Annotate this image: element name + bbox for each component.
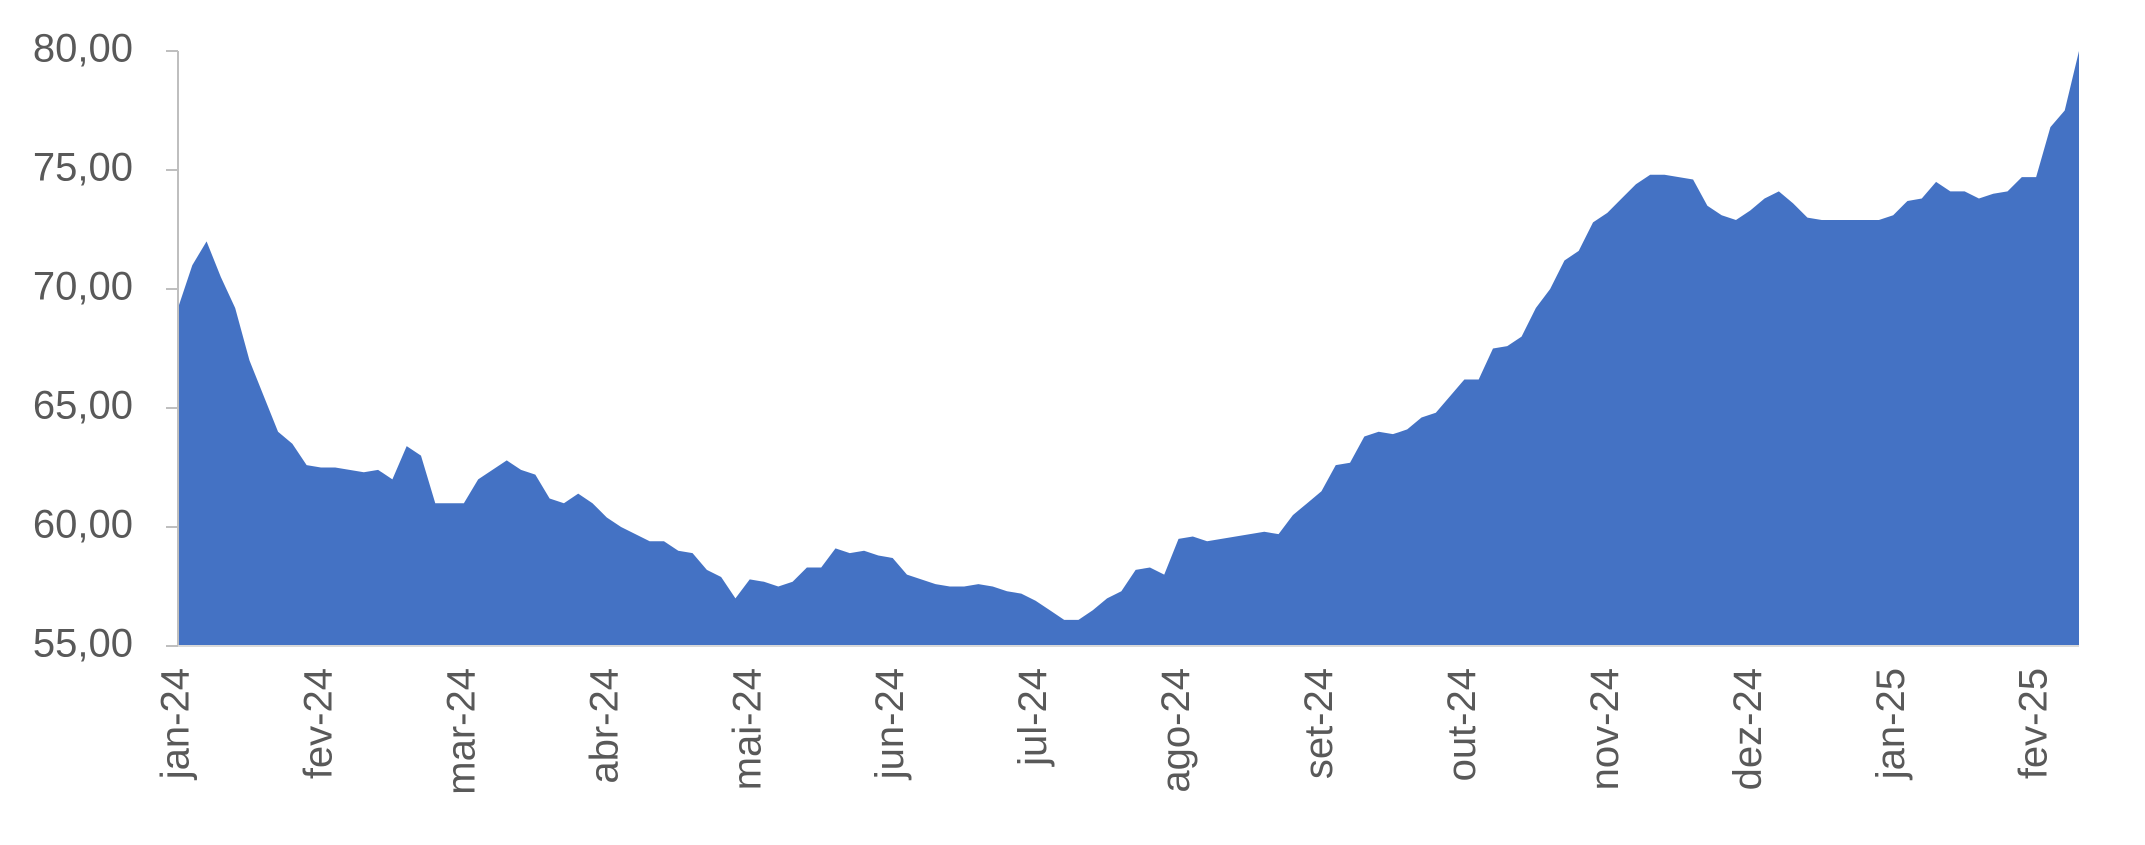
- y-tick-label: 80,00: [33, 27, 133, 71]
- x-tick-label: fev-25: [2012, 668, 2056, 779]
- y-tick-label: 65,00: [33, 384, 133, 428]
- x-tick-label: jul-24: [1011, 668, 1055, 767]
- y-tick-label: 60,00: [33, 503, 133, 547]
- y-tick-label: 55,00: [33, 622, 133, 666]
- x-tick-label: jan-24: [154, 668, 198, 780]
- x-tick-label: dez-24: [1726, 668, 1770, 790]
- y-tick-label: 75,00: [33, 146, 133, 190]
- x-tick-label: fev-24: [296, 668, 340, 779]
- y-tick-label: 70,00: [33, 265, 133, 309]
- x-tick-label: out-24: [1440, 668, 1484, 781]
- x-tick-label: jan-25: [1869, 668, 1913, 780]
- area: [178, 51, 2079, 646]
- x-tick-label: mai-24: [725, 668, 769, 790]
- x-tick-label: nov-24: [1583, 668, 1627, 790]
- x-tick-label: abr-24: [582, 668, 626, 784]
- x-tick-label: jun-24: [868, 668, 912, 780]
- x-tick-label: set-24: [1297, 668, 1341, 779]
- x-tick-label: mar-24: [439, 668, 483, 795]
- x-tick-label: ago-24: [1154, 668, 1198, 793]
